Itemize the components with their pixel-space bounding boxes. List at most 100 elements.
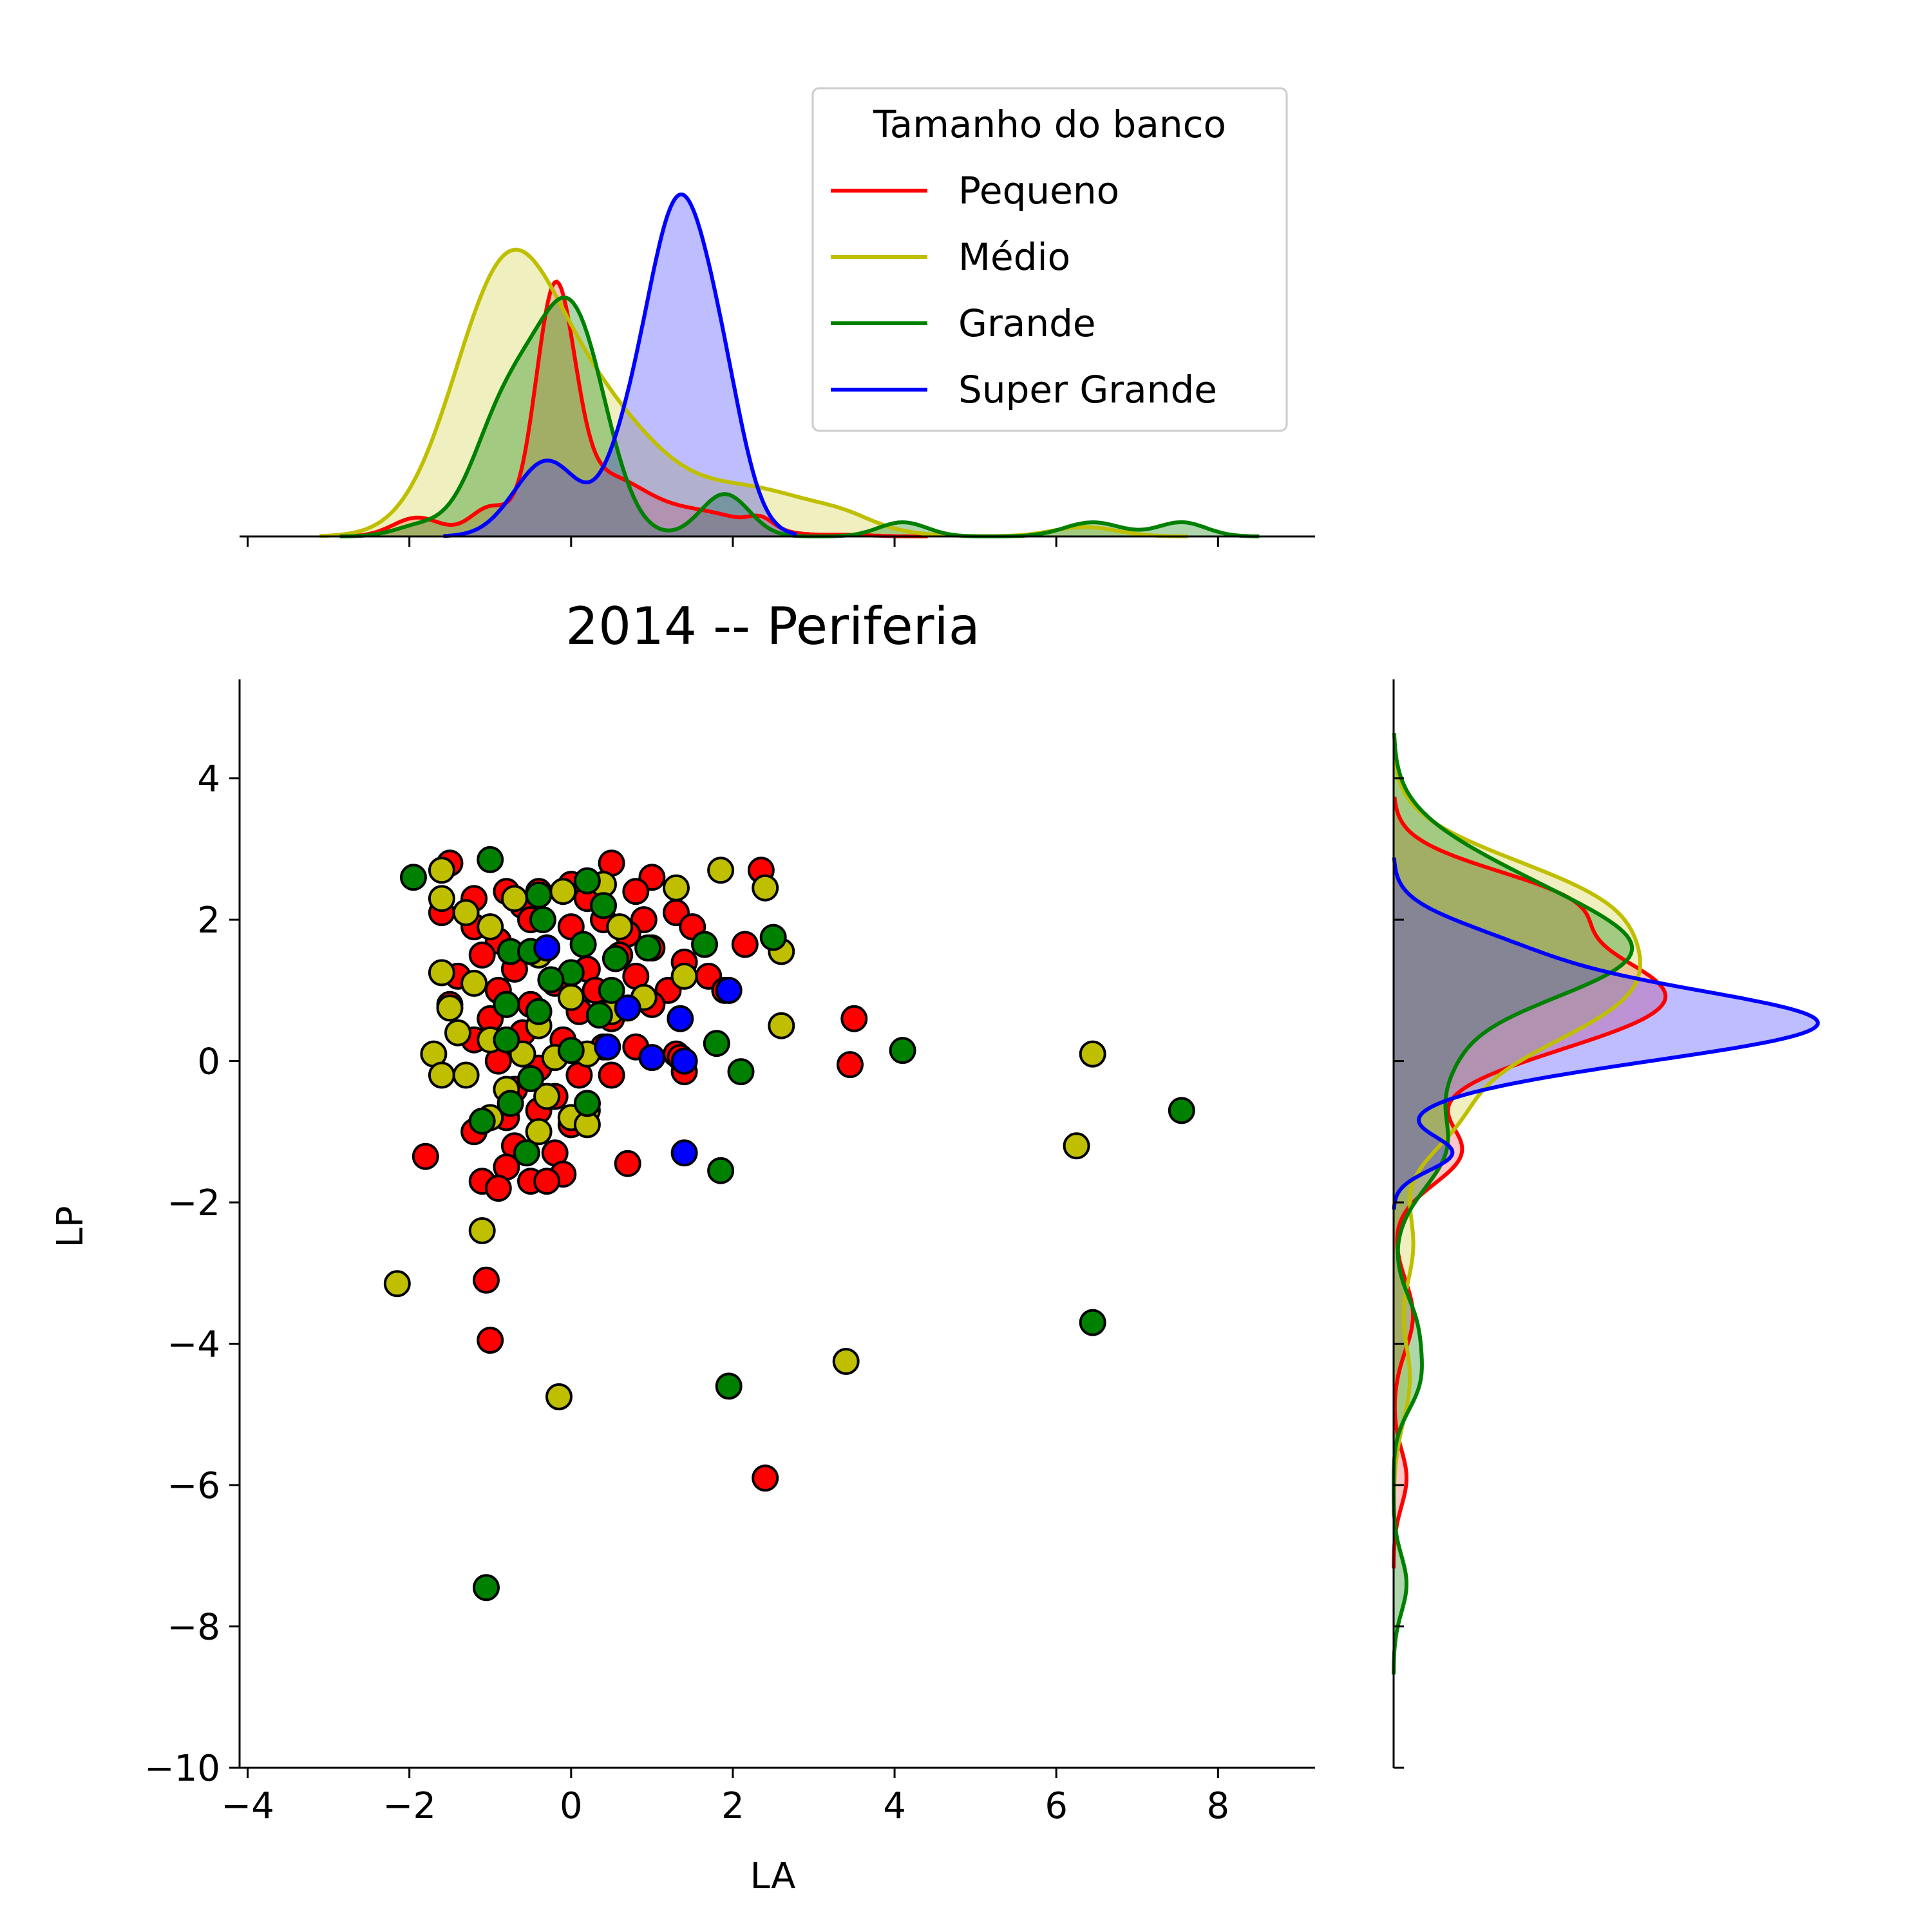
x-axis-ticks: −4 −2 0 2 4 6 8	[221, 1768, 1229, 1827]
point-pequeno	[752, 1464, 779, 1492]
point-grande	[590, 892, 617, 920]
top-marginal-kde	[240, 192, 1315, 547]
point-medio	[752, 874, 779, 902]
point-pequeno	[614, 1150, 641, 1177]
point-medio	[1079, 1040, 1106, 1068]
point-super-grande	[670, 1139, 698, 1167]
scatter-points	[383, 846, 1195, 1602]
point-pequeno	[840, 1005, 868, 1032]
legend: Tamanho do banco Pequeno Médio Grande Super…	[811, 87, 1288, 432]
point-medio	[533, 1083, 561, 1110]
point-grande	[557, 1037, 585, 1065]
point-grande	[493, 990, 520, 1018]
point-grande	[573, 867, 601, 895]
point-grande	[569, 931, 597, 958]
point-pequeno	[837, 1051, 864, 1079]
point-pequeno	[598, 1061, 625, 1089]
point-grande	[727, 1058, 755, 1086]
top-kde-line-super-grande	[443, 192, 797, 538]
point-grande	[477, 846, 504, 873]
x-tick-label: 4	[883, 1785, 906, 1827]
point-grande	[707, 1157, 735, 1184]
point-grande	[715, 1372, 743, 1400]
point-medio	[444, 1019, 471, 1046]
point-grande	[473, 1574, 500, 1602]
y-tick-label: −8	[167, 1607, 220, 1649]
point-grande	[703, 1030, 730, 1057]
top-kde-fill-super-grande	[443, 194, 797, 536]
point-super-grande	[614, 994, 641, 1022]
right-marginal-ticks	[1394, 777, 1404, 1769]
point-medio	[525, 1118, 553, 1146]
point-medio	[468, 1217, 496, 1244]
point-grande	[400, 864, 427, 891]
point-grande	[493, 1026, 520, 1054]
point-grande	[691, 931, 718, 958]
point-medio	[670, 962, 698, 990]
point-grande	[497, 1090, 524, 1117]
point-super-grande	[533, 934, 561, 961]
point-medio	[452, 899, 480, 927]
point-medio	[428, 959, 455, 987]
x-tick-label: 6	[1045, 1785, 1068, 1827]
point-grande	[759, 923, 787, 951]
x-tick-label: −4	[221, 1785, 274, 1827]
main-scatter-plot: −4 −2 0 2 4 6 8 −10 −8 −6 −4 −2 0 2 4	[144, 679, 1315, 1827]
point-super-grande	[638, 1044, 666, 1072]
point-medio	[768, 1012, 795, 1039]
y-tick-label: 2	[197, 900, 220, 942]
point-grande	[529, 906, 556, 934]
legend-label-grande: Grande	[958, 301, 1096, 345]
y-tick-label: 4	[197, 759, 220, 800]
point-grande	[513, 1139, 540, 1167]
point-medio	[663, 874, 690, 902]
x-tick-label: 2	[721, 1785, 744, 1827]
point-grande	[537, 966, 565, 994]
y-tick-label: −6	[167, 1465, 220, 1507]
chart-title: 2014 -- Periferia	[565, 596, 980, 656]
legend-label-medio: Médio	[958, 235, 1070, 279]
point-grande	[598, 976, 625, 1004]
point-medio	[436, 994, 464, 1022]
y-axis-ticks: −10 −8 −6 −4 −2 0 2 4	[144, 759, 240, 1790]
point-super-grande	[670, 1047, 698, 1075]
point-pequeno	[468, 942, 496, 969]
point-medio	[477, 913, 504, 941]
y-tick-label: 0	[197, 1041, 220, 1083]
point-grande	[468, 1107, 496, 1135]
point-pequeno	[484, 1175, 512, 1202]
point-grande	[1079, 1309, 1106, 1336]
point-medio	[500, 885, 528, 913]
point-super-grande	[715, 976, 743, 1004]
point-medio	[1063, 1132, 1090, 1160]
point-pequeno	[731, 931, 759, 958]
point-medio	[557, 983, 585, 1011]
legend-label-super-grande: Super Grande	[958, 368, 1217, 412]
point-grande	[525, 881, 553, 909]
point-pequeno	[477, 1327, 504, 1354]
legend-items: Pequeno Médio Grande Super Grande	[831, 169, 1217, 412]
point-grande	[889, 1037, 916, 1065]
point-medio	[549, 878, 577, 905]
point-pequeno	[412, 1142, 439, 1170]
legend-frame	[811, 87, 1288, 432]
y-tick-label: −10	[144, 1748, 220, 1790]
right-marginal-kde	[1392, 679, 1820, 1769]
right-kde-overlap	[1394, 679, 1609, 1768]
point-medio	[832, 1348, 860, 1375]
point-grande	[525, 998, 553, 1025]
right-kde-line-super-grande	[1392, 857, 1820, 1210]
point-pequeno	[533, 1168, 561, 1195]
y-axis-label: LP	[50, 1206, 91, 1248]
top-kde-overlap	[240, 460, 1315, 536]
x-tick-label: −2	[383, 1785, 436, 1827]
point-pequeno	[473, 1266, 500, 1294]
y-tick-label: −2	[167, 1182, 220, 1224]
point-medio	[545, 1383, 573, 1410]
x-tick-label: 8	[1207, 1785, 1230, 1827]
point-super-grande	[594, 1033, 621, 1061]
point-super-grande	[667, 1005, 694, 1032]
point-medio	[428, 885, 455, 913]
point-medio	[460, 969, 488, 997]
